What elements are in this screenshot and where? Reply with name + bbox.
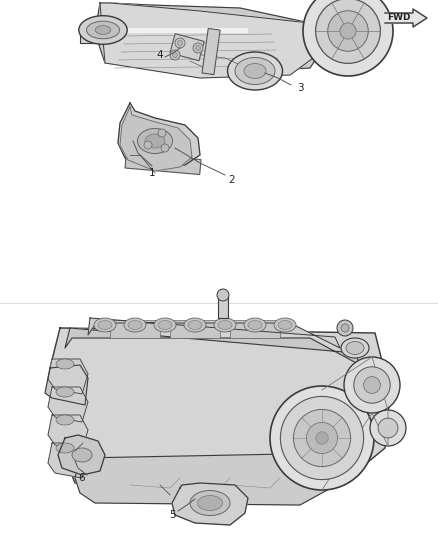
Ellipse shape	[244, 318, 266, 332]
Polygon shape	[118, 103, 200, 168]
Ellipse shape	[98, 320, 112, 329]
Circle shape	[364, 377, 380, 393]
Text: 5: 5	[170, 510, 177, 520]
Circle shape	[307, 422, 338, 454]
Polygon shape	[50, 328, 390, 485]
Circle shape	[173, 52, 177, 58]
Polygon shape	[48, 415, 88, 450]
Text: 3: 3	[297, 83, 303, 93]
Ellipse shape	[158, 320, 172, 329]
Ellipse shape	[198, 496, 223, 511]
Circle shape	[193, 43, 203, 53]
Polygon shape	[172, 483, 248, 525]
Circle shape	[175, 38, 185, 48]
Circle shape	[316, 432, 328, 444]
Circle shape	[337, 320, 353, 336]
Text: 2: 2	[229, 175, 235, 185]
Ellipse shape	[235, 58, 275, 85]
Circle shape	[144, 141, 152, 149]
Circle shape	[378, 418, 398, 438]
Circle shape	[316, 0, 380, 63]
Circle shape	[177, 41, 183, 45]
Ellipse shape	[188, 320, 202, 329]
Text: 4: 4	[157, 50, 163, 60]
Circle shape	[370, 410, 406, 446]
Polygon shape	[65, 328, 360, 365]
Ellipse shape	[184, 318, 206, 332]
Polygon shape	[45, 365, 88, 405]
Polygon shape	[75, 453, 350, 505]
Ellipse shape	[278, 320, 292, 329]
Bar	[125, 153, 201, 174]
Ellipse shape	[124, 318, 146, 332]
Circle shape	[354, 367, 390, 403]
Polygon shape	[120, 107, 192, 171]
Ellipse shape	[79, 15, 127, 44]
Ellipse shape	[128, 320, 142, 329]
Circle shape	[340, 23, 356, 39]
Circle shape	[161, 144, 169, 152]
Text: 6: 6	[79, 473, 85, 483]
Ellipse shape	[218, 320, 232, 329]
Ellipse shape	[227, 52, 283, 90]
Ellipse shape	[154, 318, 176, 332]
Ellipse shape	[56, 415, 74, 425]
Ellipse shape	[248, 320, 262, 329]
Bar	[80, 25, 250, 43]
Ellipse shape	[244, 63, 266, 78]
Circle shape	[293, 409, 350, 466]
Ellipse shape	[190, 490, 230, 515]
Circle shape	[170, 50, 180, 60]
Circle shape	[344, 357, 400, 413]
Ellipse shape	[274, 318, 296, 332]
Circle shape	[303, 0, 393, 76]
Text: FWD: FWD	[387, 13, 411, 22]
Polygon shape	[95, 3, 320, 73]
Ellipse shape	[214, 318, 236, 332]
Polygon shape	[48, 443, 88, 478]
Ellipse shape	[346, 342, 364, 354]
Bar	[170, 34, 204, 61]
Polygon shape	[100, 3, 320, 78]
Bar	[218, 296, 228, 318]
Ellipse shape	[94, 318, 116, 332]
Ellipse shape	[56, 387, 74, 397]
Polygon shape	[88, 318, 340, 348]
Ellipse shape	[86, 21, 120, 39]
Bar	[82, 28, 248, 33]
Polygon shape	[48, 387, 88, 422]
Bar	[202, 28, 220, 75]
Ellipse shape	[56, 443, 74, 453]
Circle shape	[280, 397, 364, 480]
Circle shape	[270, 386, 374, 490]
Polygon shape	[58, 435, 105, 475]
Bar	[230, 320, 280, 338]
Ellipse shape	[56, 359, 74, 369]
Ellipse shape	[341, 338, 369, 358]
Circle shape	[217, 289, 229, 301]
Ellipse shape	[138, 128, 173, 154]
Circle shape	[158, 129, 166, 137]
Circle shape	[328, 11, 368, 51]
Circle shape	[195, 45, 201, 51]
Polygon shape	[385, 9, 427, 27]
Ellipse shape	[72, 448, 92, 462]
Ellipse shape	[95, 26, 111, 35]
Polygon shape	[48, 359, 88, 394]
Bar	[170, 320, 220, 338]
Text: 1: 1	[148, 168, 155, 178]
Ellipse shape	[145, 134, 165, 148]
Circle shape	[341, 324, 349, 332]
Bar	[110, 320, 160, 338]
